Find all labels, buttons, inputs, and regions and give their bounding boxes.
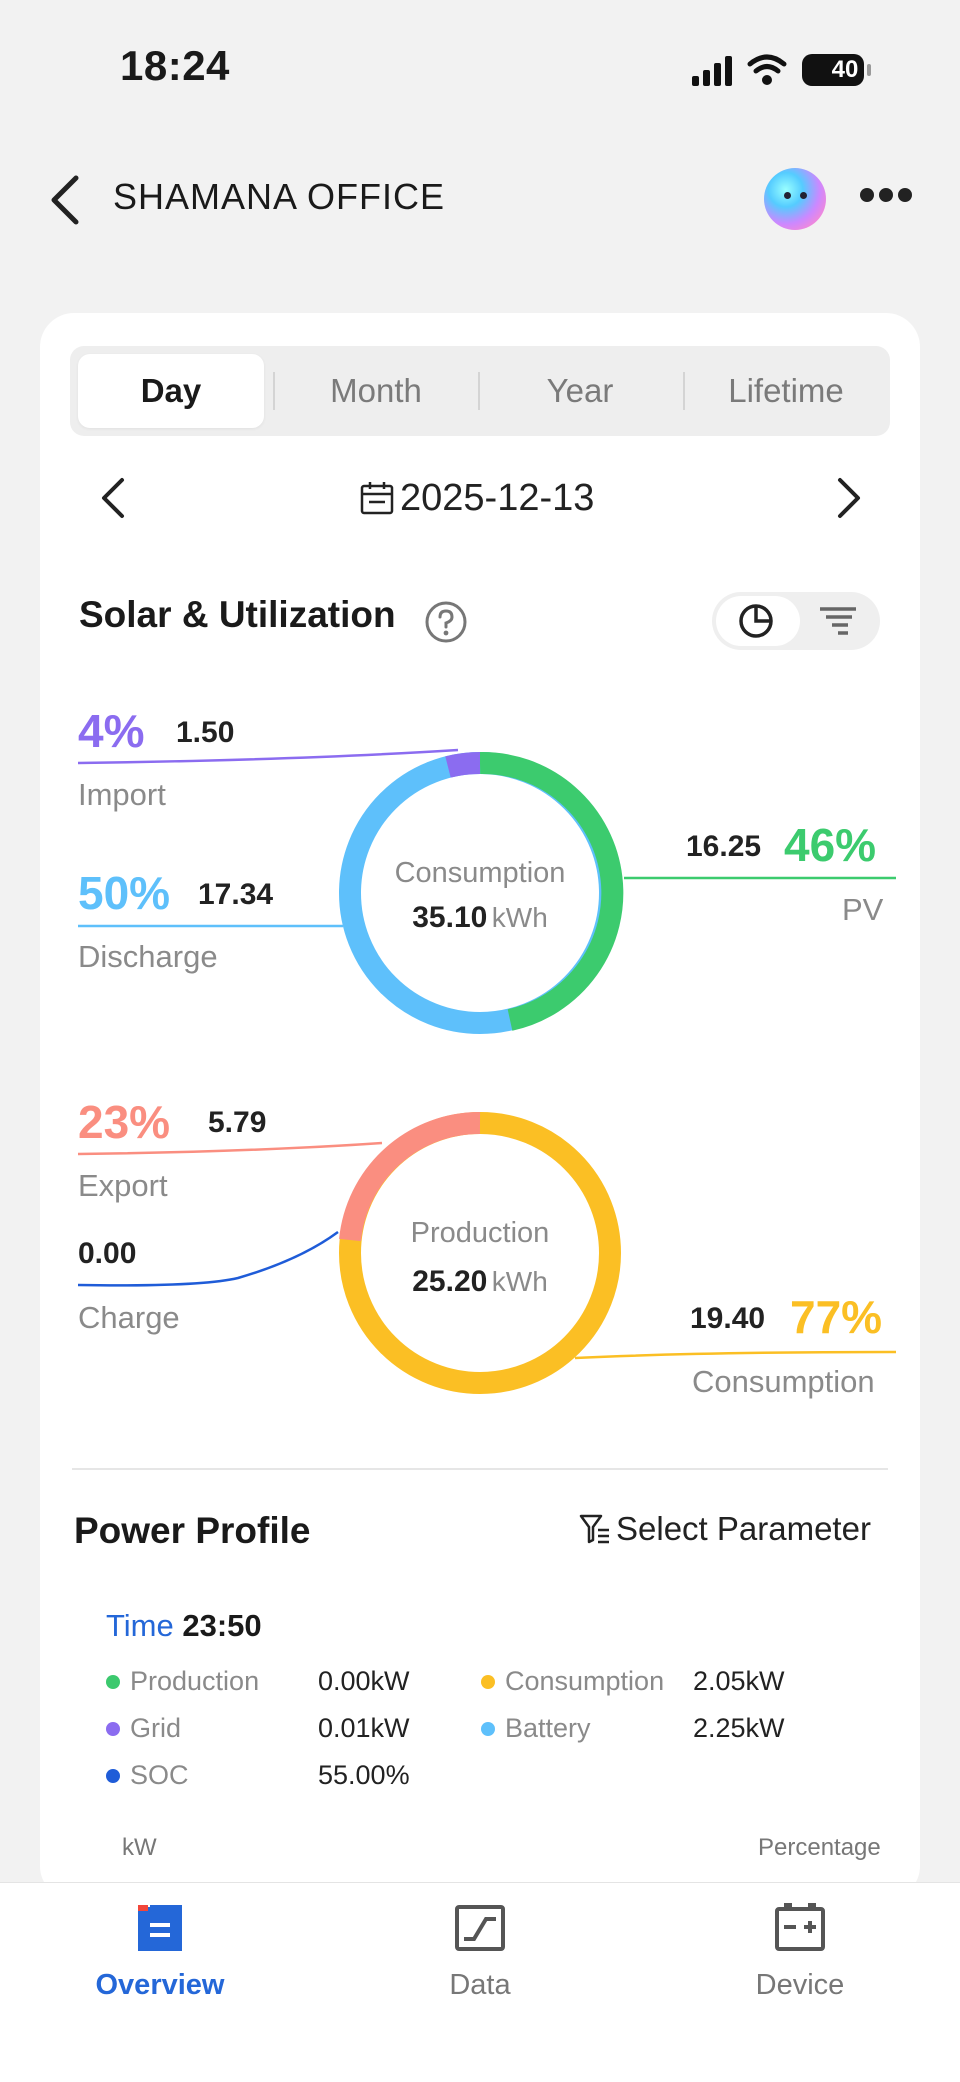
charge-label: Charge	[78, 1300, 180, 1335]
section-title: Solar & Utilization	[79, 594, 396, 635]
tab-month[interactable]: Month	[330, 372, 422, 409]
export-label: Export	[78, 1168, 168, 1203]
tab-lifetime[interactable]: Lifetime	[728, 372, 844, 409]
discharge-percent: 50%	[78, 867, 171, 919]
production-consumption-value: 19.40	[690, 1302, 766, 1335]
production-consumption-label: Consumption	[692, 1364, 875, 1399]
avatar[interactable]	[764, 168, 826, 230]
consumption-center-value: 35.10 kWh	[412, 901, 548, 934]
legend-production: Production	[106, 1666, 259, 1697]
date-value: 2025-12-13	[400, 476, 595, 519]
period-tabs: Day Month Year Lifetime	[70, 346, 890, 436]
donut-pv-segment	[479, 751, 624, 1031]
charge-value: 0.00	[78, 1237, 137, 1270]
donut-export-segment	[339, 1111, 481, 1242]
date-picker[interactable]: 2025-12-13	[360, 470, 594, 526]
import-percent: 4%	[78, 705, 145, 757]
export-percent: 23%	[78, 1096, 171, 1148]
tooltip-time: Time 23:50	[106, 1608, 262, 1643]
import-label: Import	[78, 777, 166, 812]
signal-icon	[692, 54, 871, 86]
pv-label: PV	[842, 892, 884, 927]
consumption-leader-line	[574, 1350, 897, 1360]
discharge-label: Discharge	[78, 939, 218, 974]
tab-day[interactable]: Day	[78, 354, 264, 428]
charge-leader-line	[77, 1230, 339, 1287]
nav-data[interactable]: Data	[320, 1883, 640, 2082]
chevron-left-icon	[51, 175, 79, 225]
import-value: 1.50	[176, 716, 235, 749]
select-parameter-button[interactable]: Select Parameter	[578, 1510, 871, 1548]
chart-view-toggle[interactable]	[712, 592, 880, 650]
production-consumption-percent: 77%	[790, 1291, 883, 1343]
more-icon	[860, 188, 874, 202]
power-profile-title: Power Profile	[74, 1510, 311, 1551]
content-card	[40, 313, 920, 1900]
previous-date-button[interactable]	[96, 474, 132, 522]
axis-right-unit: Percentage	[758, 1834, 881, 1861]
chevron-left-icon	[102, 478, 124, 518]
pv-percent: 46%	[784, 819, 877, 871]
donut-import-segment	[445, 752, 481, 778]
next-date-button[interactable]	[830, 474, 866, 522]
legend-production-value: 0.00kW	[318, 1666, 410, 1696]
discharge-value: 17.34	[198, 878, 274, 911]
axis-left-unit: kW	[122, 1834, 157, 1861]
production-center-value: 25.20 kWh	[412, 1265, 548, 1298]
legend-consumption: Consumption	[481, 1666, 664, 1697]
export-value: 5.79	[208, 1106, 267, 1139]
filter-icon	[579, 1514, 609, 1544]
nav-device[interactable]: Device	[640, 1883, 960, 2082]
back-button[interactable]	[44, 170, 88, 230]
status-time: 18:24	[120, 42, 230, 89]
chart-line-icon	[455, 1905, 505, 1951]
status-icons	[690, 50, 880, 90]
overview-icon	[138, 1905, 182, 1951]
battery-level: 40	[831, 56, 859, 83]
tab-year[interactable]: Year	[546, 372, 614, 409]
import-leader-line	[77, 748, 459, 765]
calendar-icon	[360, 482, 394, 515]
legend-soc: SOC	[106, 1760, 189, 1791]
page-title: SHAMANA OFFICE	[113, 176, 446, 217]
legend-grid: Grid	[106, 1713, 181, 1744]
bottom-navigation: Overview Data Device	[0, 1882, 960, 2082]
solar-donut-charts	[77, 748, 897, 1394]
pv-value: 16.25	[686, 830, 762, 863]
divider	[72, 1468, 888, 1470]
legend-battery: Battery	[481, 1713, 591, 1744]
flow-chart-icon[interactable]	[818, 605, 858, 639]
more-options-button[interactable]	[860, 188, 920, 208]
legend-grid-value: 0.01kW	[318, 1713, 410, 1743]
help-icon[interactable]	[424, 600, 468, 644]
production-center-label: Production	[410, 1217, 550, 1249]
nav-overview[interactable]: Overview	[0, 1883, 320, 2082]
legend-consumption-value: 2.05kW	[693, 1666, 785, 1696]
consumption-center-label: Consumption	[394, 857, 566, 889]
pie-chart-icon[interactable]	[738, 603, 776, 639]
legend-soc-value: 55.00%	[318, 1760, 410, 1790]
legend-battery-value: 2.25kW	[693, 1713, 785, 1743]
chevron-right-icon	[838, 478, 860, 518]
battery-device-icon	[775, 1903, 825, 1951]
export-leader-line	[77, 1141, 383, 1156]
